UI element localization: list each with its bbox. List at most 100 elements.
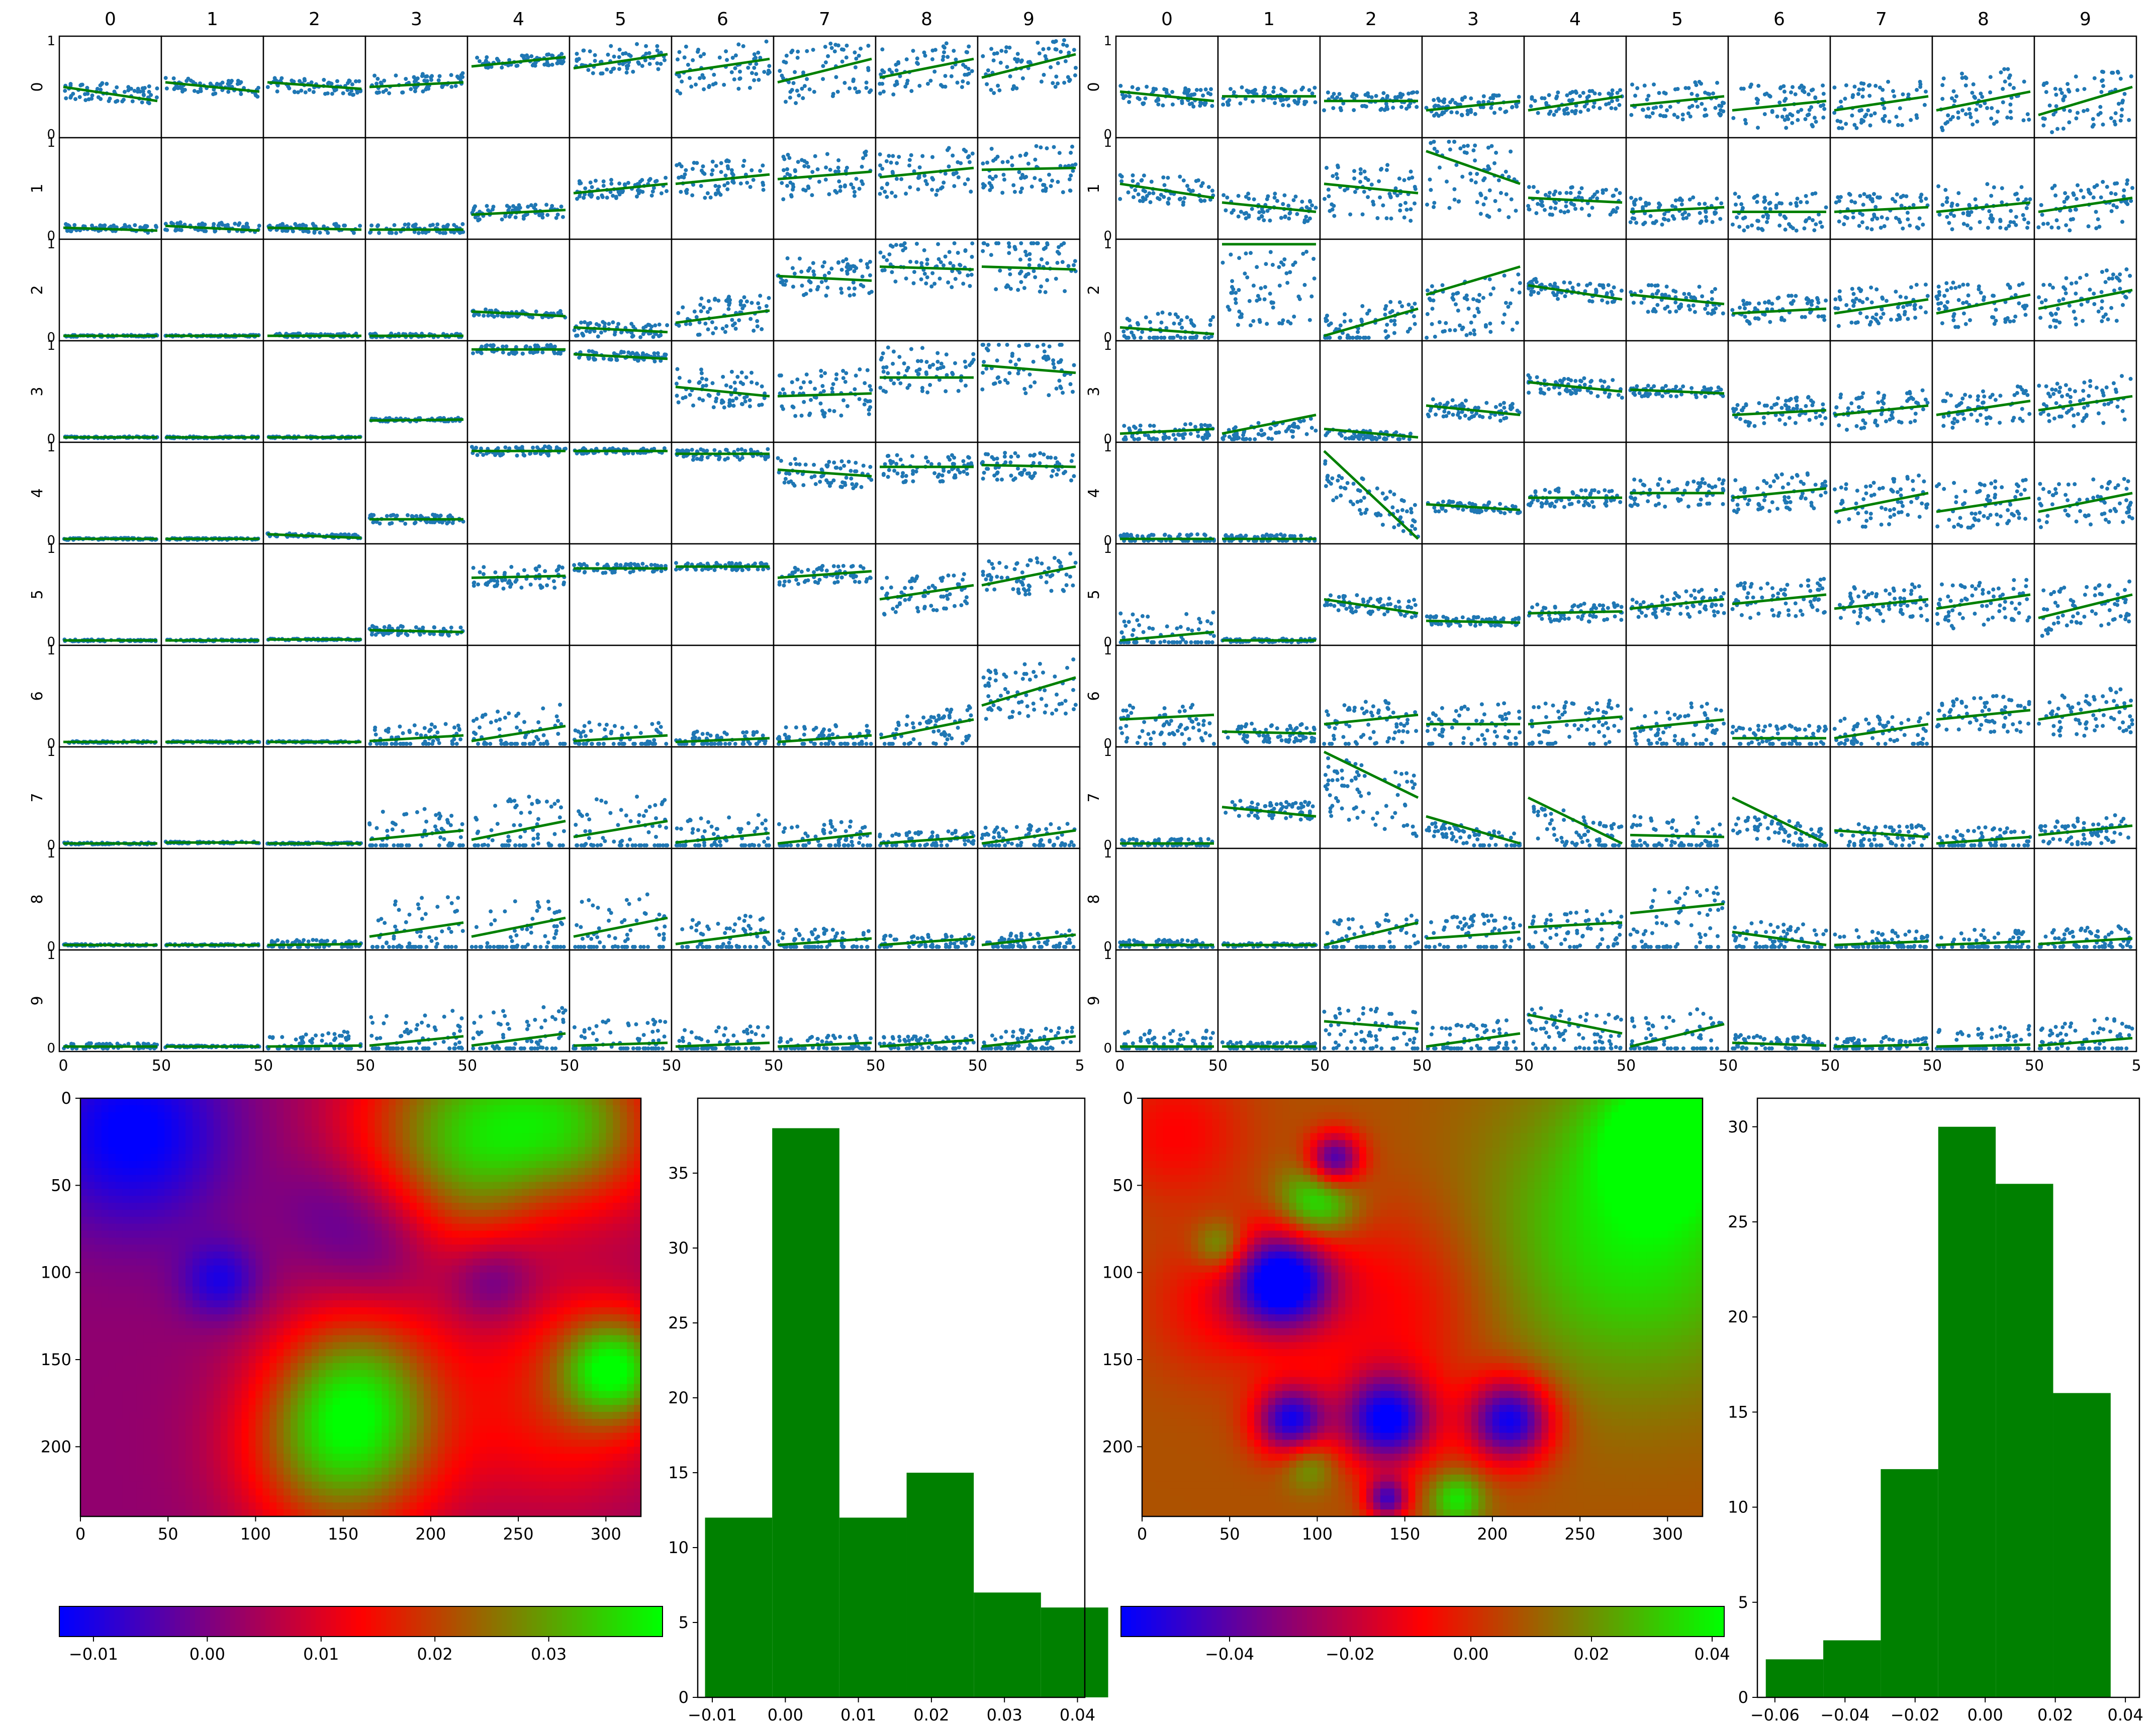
scatter-point	[779, 459, 783, 463]
scatter-point	[1062, 81, 1066, 85]
scatter-point	[925, 275, 929, 279]
scatter-point	[776, 456, 780, 460]
scatter-point	[802, 380, 806, 385]
scatter-point	[892, 381, 896, 386]
scatter-point	[748, 398, 752, 402]
scatter-point	[961, 79, 965, 83]
scatter-point	[898, 381, 902, 386]
scatter-point	[942, 44, 946, 48]
scatter-point	[819, 402, 823, 406]
scatter-point	[619, 563, 623, 567]
scatter-point	[327, 81, 331, 85]
scatter-point	[867, 291, 871, 295]
scatter-cell	[365, 239, 467, 341]
scatter-point	[303, 78, 307, 82]
scatter-point	[1042, 73, 1046, 77]
scatter-point	[928, 79, 932, 83]
scatter-point	[810, 475, 814, 480]
scatter-point	[970, 273, 974, 277]
scatter-point	[838, 466, 842, 470]
scatter-point	[745, 181, 749, 185]
scatter-point	[504, 344, 508, 348]
scatter-point	[1027, 257, 1032, 261]
scatter-point	[764, 457, 768, 461]
scatter-point	[374, 81, 379, 85]
scatter-point	[99, 97, 103, 101]
scatter-point	[684, 189, 688, 193]
scatter-cell	[672, 341, 774, 442]
scatter-point	[690, 448, 694, 452]
scatter-point	[1047, 566, 1051, 570]
scatter-point	[625, 64, 629, 68]
scatter-point	[485, 204, 489, 208]
scatter-point	[904, 276, 908, 280]
scatter-point	[560, 565, 565, 569]
scatter-point	[925, 262, 929, 266]
column-label: 2	[309, 9, 320, 30]
scatter-point	[577, 356, 581, 360]
scatter-point	[347, 78, 351, 82]
scatter-point	[609, 70, 613, 74]
scatter-point	[942, 180, 946, 184]
scatter-point	[472, 566, 476, 570]
scatter-point	[387, 91, 391, 95]
scatter-point	[993, 381, 997, 386]
scatter-point	[636, 60, 640, 64]
scatter-point	[1026, 162, 1030, 166]
scatter-point	[579, 563, 583, 567]
scatter-point	[1035, 241, 1039, 245]
scatter-point	[889, 161, 893, 165]
scatter-point	[895, 453, 899, 457]
scatter-point	[960, 85, 964, 89]
scatter-point	[882, 255, 886, 259]
scatter-point	[333, 88, 337, 92]
scatter-point	[868, 384, 872, 388]
scatter-point	[995, 456, 999, 460]
scatter-point	[1058, 360, 1062, 364]
scatter-point	[1026, 60, 1030, 64]
scatter-point	[878, 386, 882, 390]
scatter-cell	[263, 341, 365, 442]
scatter-point	[733, 380, 737, 385]
scatter-point	[712, 73, 716, 77]
scatter-point	[482, 572, 486, 576]
scatter-point	[609, 182, 613, 186]
scatter-point	[926, 82, 930, 86]
scatter-point	[1068, 177, 1072, 181]
scatter-point	[782, 168, 786, 172]
scatter-point	[484, 59, 488, 63]
scatter-point	[1039, 178, 1043, 182]
scatter-point	[1022, 387, 1026, 391]
scatter-point	[970, 241, 974, 245]
scatter-point	[1022, 468, 1026, 472]
scatter-point	[786, 172, 790, 176]
scatter-point	[749, 380, 754, 385]
scatter-point	[792, 406, 796, 410]
scatter-point	[724, 384, 728, 388]
scatter-point	[760, 385, 764, 389]
scatter-point	[477, 313, 481, 317]
scatter-point	[892, 350, 896, 354]
scatter-point	[767, 296, 771, 300]
scatter-point	[894, 243, 898, 247]
scatter-point	[1057, 245, 1061, 249]
scatter-point	[761, 163, 765, 167]
scatter-point	[376, 77, 380, 81]
scatter-point	[806, 165, 810, 169]
scatter-point	[790, 380, 794, 384]
scatter-point	[698, 380, 702, 384]
scatter-point	[534, 310, 538, 314]
scatter-point	[684, 45, 688, 49]
scatter-point	[266, 85, 270, 89]
scatter-point	[800, 414, 804, 418]
scatter-point	[609, 44, 613, 48]
scatter-point	[848, 294, 852, 298]
scatter-point	[839, 414, 843, 418]
scatter-point	[1003, 451, 1007, 455]
scatter-point	[752, 78, 756, 82]
scatter-point	[981, 249, 985, 253]
scatter-cell	[467, 442, 570, 544]
scatter-point	[893, 83, 897, 87]
scatter-point	[898, 601, 902, 605]
scatter-point	[947, 470, 951, 474]
